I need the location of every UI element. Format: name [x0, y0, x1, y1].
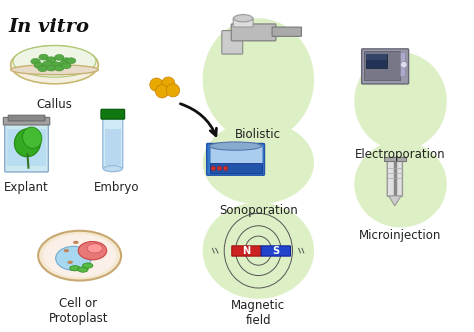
- Text: S: S: [272, 246, 280, 256]
- Ellipse shape: [55, 246, 91, 270]
- Ellipse shape: [354, 52, 447, 150]
- Text: Microinjection: Microinjection: [359, 229, 442, 242]
- Ellipse shape: [62, 58, 71, 64]
- Ellipse shape: [34, 62, 44, 68]
- Ellipse shape: [62, 63, 71, 69]
- Ellipse shape: [70, 266, 80, 271]
- Ellipse shape: [11, 46, 98, 84]
- Bar: [366, 54, 387, 60]
- Ellipse shape: [73, 241, 78, 244]
- Ellipse shape: [82, 263, 93, 268]
- Bar: [210, 163, 262, 173]
- Ellipse shape: [202, 18, 314, 141]
- FancyBboxPatch shape: [387, 159, 402, 196]
- Text: N: N: [242, 246, 250, 256]
- Ellipse shape: [46, 65, 56, 71]
- Ellipse shape: [210, 142, 262, 150]
- Polygon shape: [389, 196, 401, 206]
- Bar: [364, 51, 400, 80]
- Ellipse shape: [78, 267, 88, 272]
- Bar: [210, 146, 262, 163]
- Circle shape: [166, 84, 180, 97]
- Ellipse shape: [78, 241, 107, 260]
- Ellipse shape: [38, 231, 121, 281]
- Text: Electroporation: Electroporation: [355, 148, 446, 161]
- FancyBboxPatch shape: [5, 122, 48, 172]
- Ellipse shape: [51, 62, 61, 68]
- FancyArrowPatch shape: [181, 104, 217, 136]
- Circle shape: [211, 166, 216, 171]
- Text: Biolistic: Biolistic: [235, 128, 282, 141]
- FancyBboxPatch shape: [8, 115, 45, 121]
- Bar: [7, 129, 46, 166]
- Text: Magnetic
field: Magnetic field: [231, 299, 285, 327]
- FancyBboxPatch shape: [233, 18, 253, 27]
- FancyBboxPatch shape: [261, 246, 291, 256]
- Ellipse shape: [14, 129, 41, 157]
- FancyBboxPatch shape: [3, 118, 50, 125]
- Ellipse shape: [66, 58, 76, 64]
- Bar: [384, 157, 406, 161]
- Text: Callus: Callus: [36, 98, 73, 111]
- Circle shape: [155, 85, 169, 98]
- Text: In vitro: In vitro: [8, 18, 89, 36]
- FancyBboxPatch shape: [207, 143, 264, 175]
- Ellipse shape: [68, 261, 73, 264]
- Bar: [400, 52, 405, 76]
- Ellipse shape: [202, 121, 314, 204]
- Ellipse shape: [23, 127, 42, 148]
- Ellipse shape: [39, 54, 48, 60]
- Bar: [105, 129, 121, 165]
- Ellipse shape: [46, 57, 56, 63]
- Ellipse shape: [354, 141, 447, 227]
- Circle shape: [217, 166, 222, 171]
- Ellipse shape: [55, 65, 64, 71]
- Ellipse shape: [103, 166, 122, 172]
- Ellipse shape: [202, 203, 314, 299]
- Circle shape: [223, 166, 228, 171]
- Ellipse shape: [59, 61, 69, 67]
- Text: Sonoporation: Sonoporation: [219, 204, 298, 217]
- Text: Cell or
Protoplast: Cell or Protoplast: [48, 297, 108, 325]
- Text: Explant: Explant: [4, 181, 48, 194]
- Text: Embryo: Embryo: [93, 181, 139, 194]
- Circle shape: [150, 78, 163, 91]
- Ellipse shape: [38, 66, 47, 72]
- Circle shape: [401, 61, 407, 68]
- FancyBboxPatch shape: [231, 24, 276, 41]
- Ellipse shape: [11, 65, 98, 75]
- FancyBboxPatch shape: [101, 109, 125, 119]
- FancyBboxPatch shape: [272, 27, 301, 36]
- Ellipse shape: [43, 61, 52, 67]
- Ellipse shape: [13, 46, 96, 77]
- Ellipse shape: [64, 249, 69, 252]
- Ellipse shape: [87, 244, 102, 253]
- FancyBboxPatch shape: [362, 49, 409, 84]
- Ellipse shape: [234, 15, 253, 22]
- Circle shape: [162, 77, 175, 90]
- Bar: [366, 54, 387, 68]
- FancyBboxPatch shape: [103, 116, 123, 168]
- FancyBboxPatch shape: [232, 246, 261, 256]
- Ellipse shape: [55, 54, 64, 60]
- Ellipse shape: [43, 234, 116, 277]
- Ellipse shape: [31, 58, 40, 64]
- FancyBboxPatch shape: [222, 31, 243, 54]
